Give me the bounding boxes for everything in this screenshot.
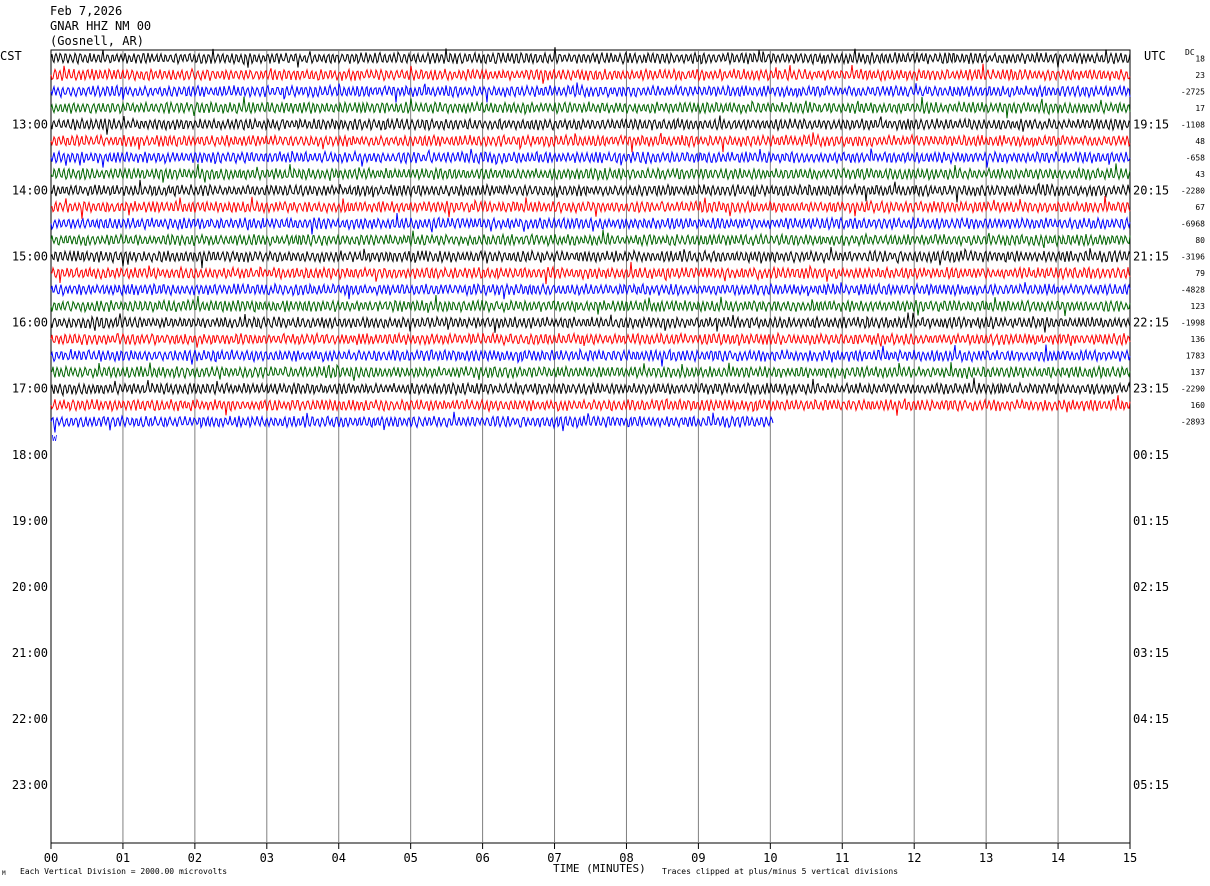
left-timezone-label: CST (0, 49, 22, 63)
x-tick-label: 06 (475, 851, 489, 865)
x-tick-label: 09 (691, 851, 705, 865)
seismic-trace (50, 331, 1131, 348)
right-time-label: 04:15 (1133, 712, 1169, 726)
seismic-trace (50, 63, 1131, 84)
x-tick-label: 12 (907, 851, 921, 865)
seismic-trace (50, 295, 1131, 317)
seismic-trace (50, 179, 1131, 203)
dc-offset-label: 67 (1195, 203, 1205, 212)
right-time-label: 03:15 (1133, 646, 1169, 660)
event-marker: W (52, 434, 57, 443)
dc-offset-label: 43 (1195, 170, 1205, 179)
clip-note: Traces clipped at plus/minus 5 vertical … (662, 867, 899, 876)
x-tick-label: 10 (763, 851, 777, 865)
dc-offset-label: 1783 (1186, 352, 1205, 361)
seismic-trace (50, 247, 1131, 269)
x-tick-label: 02 (188, 851, 202, 865)
right-time-label: 23:15 (1133, 382, 1169, 396)
seismic-trace (50, 212, 1131, 235)
corner-mark: M (2, 870, 6, 877)
left-time-label: 22:00 (12, 712, 48, 726)
seismic-trace (50, 344, 1131, 367)
seismic-trace (50, 411, 774, 433)
seismic-trace (50, 196, 1131, 219)
seismic-trace (50, 312, 1131, 333)
right-time-label: 05:15 (1133, 778, 1169, 792)
plot-frame (50, 49, 1131, 844)
right-time-label: 19:15 (1133, 117, 1169, 131)
dc-offset-label: -2893 (1181, 418, 1205, 427)
seismic-trace (50, 115, 1131, 135)
right-time-label: 01:15 (1133, 514, 1169, 528)
x-tick-label: 05 (403, 851, 417, 865)
left-time-label: 20:00 (12, 580, 48, 594)
x-tick-label: 03 (260, 851, 274, 865)
x-tick-label: 04 (332, 851, 346, 865)
left-time-label: 16:00 (12, 316, 48, 330)
date-label: Feb 7,2026 (50, 4, 123, 18)
dc-offset-label: 48 (1195, 137, 1205, 146)
x-tick-label: 13 (979, 851, 993, 865)
dc-offset-label: -2280 (1181, 186, 1205, 195)
seismic-trace (50, 261, 1131, 285)
dc-offset-label: 137 (1191, 368, 1206, 377)
dc-offset-label: 160 (1191, 401, 1206, 410)
x-axis-title: TIME (MINUTES) (553, 862, 646, 875)
right-time-label: 22:15 (1133, 316, 1169, 330)
x-tick-label: 11 (835, 851, 849, 865)
x-tick-label: 01 (116, 851, 130, 865)
dc-offset-label: 123 (1191, 302, 1206, 311)
seismic-trace (50, 148, 1131, 168)
x-tick-label: 14 (1051, 851, 1065, 865)
right-time-label: 02:15 (1133, 580, 1169, 594)
seismic-trace (50, 132, 1131, 153)
left-time-label: 15:00 (12, 250, 48, 264)
dc-offset-label: -2290 (1181, 385, 1205, 394)
dc-offset-label: 79 (1195, 269, 1205, 278)
seismic-trace (50, 362, 1131, 381)
seismic-trace (50, 163, 1131, 183)
x-tick-label: 00 (44, 851, 58, 865)
right-timezone-label: UTC (1144, 49, 1166, 63)
left-time-label: 18:00 (12, 448, 48, 462)
right-time-label: 00:15 (1133, 448, 1169, 462)
left-time-label: 23:00 (12, 778, 48, 792)
dc-offset-header: DC (1185, 48, 1195, 57)
seismic-trace (50, 47, 1131, 68)
dc-offset-label: -4828 (1181, 286, 1205, 295)
right-time-label: 21:15 (1133, 250, 1169, 264)
x-tick-label: 07 (547, 851, 561, 865)
location-label: (Gosnell, AR) (50, 34, 144, 48)
left-time-label: 19:00 (12, 514, 48, 528)
dc-offset-label: 80 (1195, 236, 1205, 245)
seismic-trace (50, 82, 1131, 103)
left-time-label: 14:00 (12, 183, 48, 197)
dc-offset-label: 136 (1191, 335, 1206, 344)
right-time-label: 20:15 (1133, 183, 1169, 197)
seismic-trace (50, 377, 1131, 398)
dc-offset-label: -2725 (1181, 87, 1205, 96)
left-time-label: 13:00 (12, 117, 48, 131)
dc-offset-label: 18 (1195, 54, 1205, 63)
dc-offset-label: -1108 (1181, 120, 1205, 129)
dc-offset-label: -658 (1186, 153, 1205, 162)
seismic-trace (50, 96, 1131, 119)
x-tick-label: 15 (1123, 851, 1137, 865)
seismic-trace (50, 282, 1131, 300)
dc-offset-label: -6968 (1181, 219, 1205, 228)
dc-offset-label: -1998 (1181, 319, 1205, 328)
dc-offset-label: -3196 (1181, 253, 1205, 262)
dc-offset-label: 23 (1195, 71, 1205, 80)
station-label: GNAR HHZ NM 00 (50, 19, 152, 33)
scale-note: Each Vertical Division = 2000.00 microvo… (20, 867, 228, 876)
left-time-label: 21:00 (12, 646, 48, 660)
dc-offset-label: 17 (1195, 104, 1205, 113)
seismic-trace (50, 395, 1131, 416)
seismic-trace (50, 229, 1131, 249)
x-tick-label: 08 (619, 851, 633, 865)
left-time-label: 17:00 (12, 382, 48, 396)
